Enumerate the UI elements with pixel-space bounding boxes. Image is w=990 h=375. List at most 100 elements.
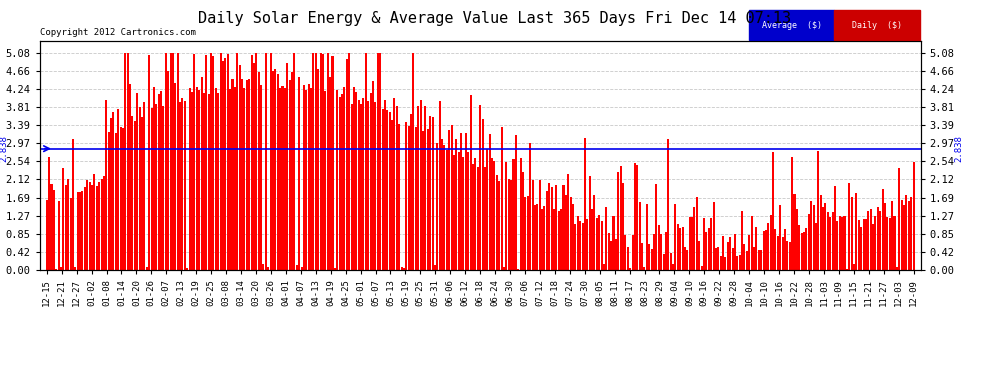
Bar xyxy=(653,234,655,270)
Bar xyxy=(239,65,241,270)
Bar xyxy=(474,158,476,270)
Bar xyxy=(222,61,224,270)
Bar xyxy=(134,122,136,270)
Bar xyxy=(779,205,781,270)
Bar xyxy=(234,87,236,270)
Bar xyxy=(479,105,481,270)
Bar xyxy=(886,217,888,270)
Bar xyxy=(248,79,250,270)
Bar xyxy=(64,185,66,270)
Bar xyxy=(355,92,357,270)
Bar xyxy=(279,88,281,270)
Bar xyxy=(869,209,872,270)
Bar xyxy=(410,114,412,270)
Bar xyxy=(346,59,347,270)
Bar xyxy=(665,232,667,270)
Bar xyxy=(439,101,441,270)
Bar xyxy=(146,267,148,270)
Bar xyxy=(822,207,824,270)
Bar xyxy=(437,143,439,270)
Bar xyxy=(164,53,167,270)
Bar xyxy=(508,179,510,270)
Bar xyxy=(696,196,698,270)
Bar xyxy=(655,184,657,270)
Bar xyxy=(425,105,427,270)
Bar xyxy=(303,85,305,270)
Bar xyxy=(334,268,336,270)
Bar xyxy=(455,139,457,270)
Bar xyxy=(348,53,350,270)
Bar xyxy=(105,100,107,270)
Bar xyxy=(384,100,386,270)
Bar xyxy=(69,198,71,270)
Bar xyxy=(210,53,212,270)
Bar xyxy=(539,180,541,270)
Bar xyxy=(49,157,50,270)
Bar xyxy=(686,250,688,270)
Bar xyxy=(453,155,455,270)
Bar xyxy=(369,93,371,270)
Bar xyxy=(113,112,115,270)
Bar xyxy=(137,93,139,270)
Bar xyxy=(460,134,462,270)
Bar xyxy=(669,254,671,270)
Bar xyxy=(760,250,762,270)
Bar xyxy=(141,117,143,270)
Bar xyxy=(96,186,98,270)
Bar xyxy=(745,251,747,270)
Bar xyxy=(598,215,600,270)
Bar xyxy=(906,195,908,270)
Bar xyxy=(596,218,598,270)
Bar xyxy=(496,175,498,270)
Bar xyxy=(215,88,217,270)
Bar xyxy=(486,148,488,270)
Bar xyxy=(560,209,562,270)
Bar xyxy=(241,79,243,270)
Bar xyxy=(739,255,741,270)
Bar xyxy=(913,162,915,270)
Bar xyxy=(703,218,705,270)
Bar xyxy=(586,219,588,270)
Text: Copyright 2012 Cartronics.com: Copyright 2012 Cartronics.com xyxy=(40,28,195,37)
Bar xyxy=(679,228,681,270)
Bar xyxy=(584,138,586,270)
Bar xyxy=(789,242,791,270)
Text: Daily Solar Energy & Average Value Last 365 Days Fri Dec 14 07:13: Daily Solar Energy & Average Value Last … xyxy=(198,11,792,26)
Bar xyxy=(79,192,81,270)
Bar xyxy=(755,228,757,270)
Bar xyxy=(381,110,383,270)
Bar xyxy=(296,265,298,270)
Bar xyxy=(305,90,307,270)
Bar xyxy=(255,53,257,270)
Bar xyxy=(605,207,608,270)
Bar xyxy=(813,205,815,270)
Bar xyxy=(246,80,248,270)
Bar xyxy=(401,267,403,270)
Bar xyxy=(310,88,312,270)
Bar xyxy=(289,80,291,270)
Bar xyxy=(225,58,227,270)
Bar xyxy=(457,152,459,270)
Bar xyxy=(765,230,767,270)
Bar xyxy=(108,132,110,270)
Bar xyxy=(608,232,610,270)
Bar xyxy=(903,205,905,270)
Bar xyxy=(691,216,693,270)
Bar xyxy=(250,55,252,270)
Bar xyxy=(115,133,117,270)
Bar xyxy=(705,232,708,270)
Bar xyxy=(386,110,388,270)
Bar xyxy=(286,63,288,270)
Bar xyxy=(572,204,574,270)
Bar xyxy=(855,193,857,270)
Bar xyxy=(308,84,310,270)
Bar xyxy=(396,106,398,270)
Bar xyxy=(798,225,800,270)
Bar xyxy=(281,86,283,270)
Bar xyxy=(196,87,198,270)
Bar xyxy=(550,187,552,270)
Bar xyxy=(257,72,259,270)
Bar xyxy=(777,236,779,270)
Bar xyxy=(672,264,674,270)
Bar xyxy=(172,53,174,270)
